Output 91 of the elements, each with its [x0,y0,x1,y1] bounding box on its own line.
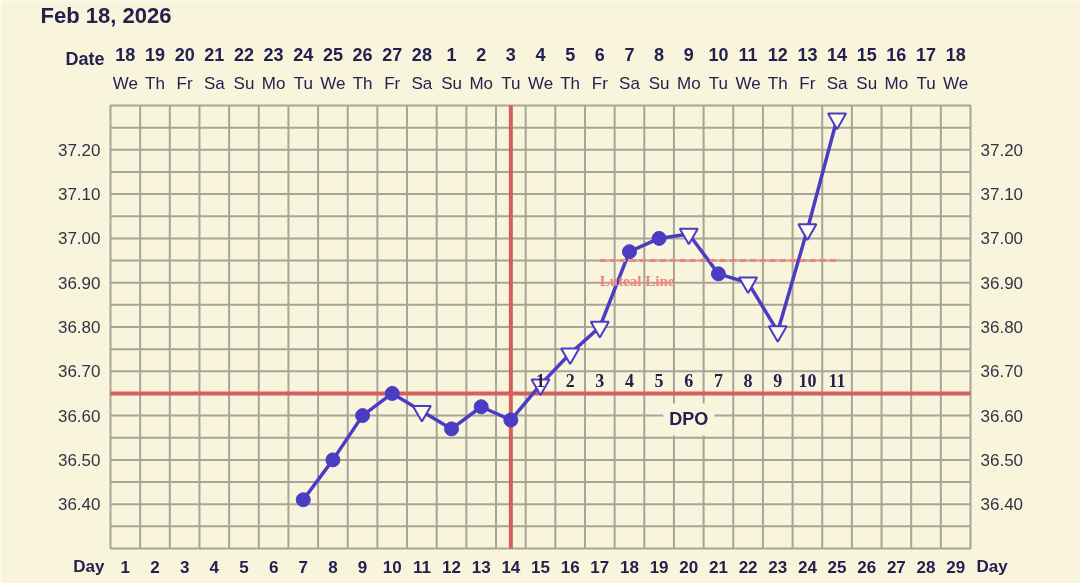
x-tick-label: 16 [560,557,580,577]
annotation: 9 [773,371,783,392]
annotation: 7 [713,371,723,392]
x-tick-label: 1 [120,557,131,577]
x2-tick-label: 11 We [735,45,761,93]
x-tick-label: 21 [708,557,728,577]
x2-tick-label: 18 We [943,45,969,93]
y-tick-label: 36.40 [57,495,101,515]
x2-tick-label: 17 Tu [916,45,937,93]
x-tick-label: 11 [412,557,431,577]
x-tick-label: 28 [916,557,936,577]
x2-tick-label: 25 We [320,45,346,93]
x2-tick-label: 18 We [112,45,138,93]
x-tick-label: 9 [357,557,368,577]
x-tick-label: 19 [649,557,669,577]
y-tick-label: 36.80 [57,318,101,337]
x-tick-label: 3 [179,557,190,577]
x2-tick-label: 5 Th [560,45,581,93]
x2-tick-label: 10 Tu [708,45,729,93]
y2-tick-label: 36.80 [980,318,1024,337]
y2-tick-label: 37.00 [980,229,1024,249]
y2-tick-label: 36.90 [980,273,1024,293]
annotation: 10 [798,371,817,392]
annotation: 6 [684,371,694,392]
x-tick-label: 4 [209,557,220,577]
x-tick-label: 14 [501,557,521,577]
x2-tick-label: 9 Mo [676,45,701,93]
x-tick-label: 22 [738,557,758,577]
annotation: 5 [654,371,664,392]
x-tick-label: 5 [239,557,249,577]
x-tick-label: 18 [620,557,639,577]
annotation: 2 [565,371,575,392]
y2-tick-label: 36.40 [980,495,1024,515]
x2-tick-label: 4 We [527,45,554,93]
x-tick-label: 15 [531,557,550,577]
annotation: DPO [669,409,709,430]
x-tick-label: 23 [768,557,788,577]
x-tick-label: 10 [382,557,402,577]
annotation: 3 [595,371,605,392]
x2-tick-label: 23 Mo [261,45,286,93]
x2-tick-label: 7 Sa [619,45,641,93]
x-tick-label: 27 [886,557,906,577]
x2-tick-label: 20 Fr [174,45,195,93]
y-tick-label: 36.90 [57,273,101,293]
annotation: 8 [743,371,753,392]
x-tick-label: 20 [679,557,699,577]
y-tick-label: 36.70 [57,362,101,382]
y2-tick-label: 36.50 [980,450,1024,470]
x2-tick-label: 3 Tu [501,45,521,93]
x2-tick-label: 26 Th [352,45,373,93]
x-tick-label: 2 [150,557,160,577]
x-tick-label: 12 [442,557,461,577]
annotation: 4 [624,371,634,392]
annotation: 11 [828,371,846,392]
x2-tick-label: 14 Sa [826,45,848,93]
x-tick-label: 25 [827,557,847,577]
x-tick-label: 26 [857,557,877,577]
x-axis-title: Day [73,557,106,576]
x-tick-label: 13 [471,557,491,577]
x-tick-label: 7 [298,557,308,577]
y2-tick-label: 37.10 [980,185,1024,205]
x2-tick-label: 12 Th [767,45,788,93]
x-tick-label: 29 [946,557,966,577]
x2-tick-label: 24 Tu [293,45,314,93]
x2-tick-label: 28 Sa [411,45,433,93]
x2-axis-title: Date [65,48,105,69]
y-tick-label: 37.00 [57,229,101,249]
x2-tick-label: 13 Fr [797,45,818,93]
chart-title: Feb 18, 2026 [40,3,172,28]
y-tick-label: 37.20 [57,140,101,160]
text: Day [976,557,1008,576]
x2-tick-label: 16 Mo [884,45,909,93]
y2-tick-label: 36.60 [980,406,1024,426]
y-tick-label: 37.10 [57,185,101,205]
x2-tick-label: 1 Su [441,45,462,93]
x-tick-label: 17 [590,557,610,577]
x-tick-label: 8 [328,557,338,577]
y-tick-label: 36.60 [57,406,101,426]
x2-tick-label: 15 Su [856,45,878,93]
x2-tick-label: 21 Sa [203,45,226,93]
y-tick-label: 36.50 [57,450,101,470]
x2-tick-label: 8 Su [648,45,670,93]
x2-tick-label: 27 Fr [382,45,403,93]
y2-tick-label: 37.20 [980,140,1024,160]
x-tick-label: 24 [797,557,818,577]
x2-tick-label: 22 Su [233,45,255,93]
y2-tick-label: 36.70 [980,362,1024,382]
x2-tick-label: 19 Th [144,45,165,93]
x2-tick-label: 2 Mo [469,45,494,93]
x-tick-label: 6 [268,557,279,577]
x2-tick-label: 6 Fr [591,45,609,93]
